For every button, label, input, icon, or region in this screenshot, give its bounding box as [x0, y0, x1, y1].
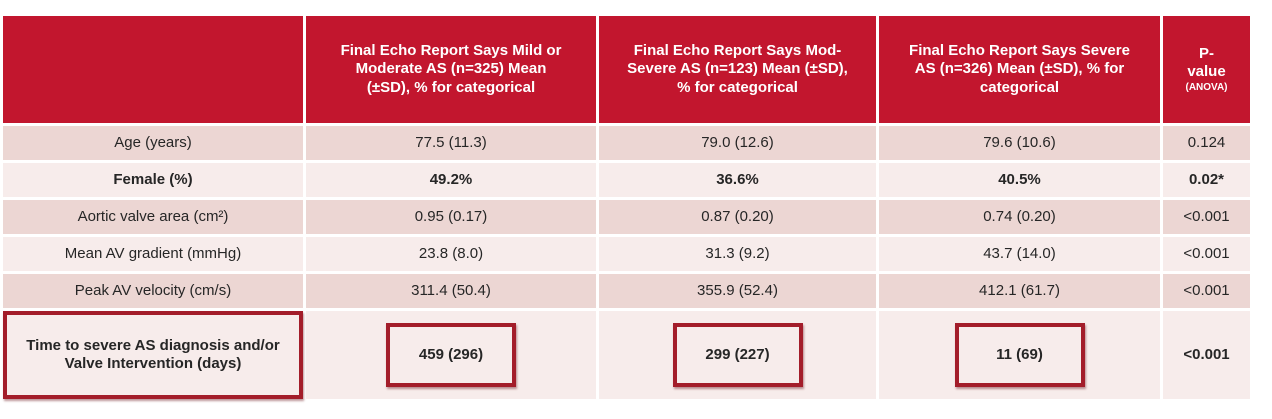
header-corner-cell [3, 16, 303, 123]
row-ava-label: Aortic valve area (cm²) [3, 200, 303, 234]
row-female-label: Female (%) [3, 163, 303, 197]
header-p-value-anova: (ANOVA) [1185, 82, 1228, 94]
row-time-value-severe-cell: 11 (69) [879, 311, 1160, 399]
header-mild-moderate-label: Final Echo Report Says Mild or Moderate … [340, 42, 562, 96]
row-age-value-modsevere: 79.0 (12.6) [599, 126, 876, 160]
as-comparison-table: Final Echo Report Says Mild or Moderate … [3, 16, 1250, 399]
row-gradient-p-value: <0.001 [1163, 237, 1250, 271]
row-time-value-mild-highlight-box: 459 (296) [386, 323, 516, 387]
row-time-value-mild-cell: 459 (296) [306, 311, 596, 399]
row-time-label-highlight-box: Time to severe AS diagnosis and/or Valve… [3, 311, 303, 399]
row-age-label: Age (years) [3, 126, 303, 160]
header-mild-moderate: Final Echo Report Says Mild or Moderate … [306, 16, 596, 123]
row-gradient-label: Mean AV gradient (mmHg) [3, 237, 303, 271]
row-ava-value-modsevere: 0.87 (0.20) [599, 200, 876, 234]
row-female-value-modsevere: 36.6% [599, 163, 876, 197]
header-p-value-label: P-value [1187, 44, 1226, 80]
row-time-value-modsevere-highlight-box: 299 (227) [672, 323, 803, 387]
row-velocity-value-modsevere: 355.9 (52.4) [599, 274, 876, 308]
header-mod-severe-label: Final Echo Report Says Mod-Severe AS (n=… [627, 42, 848, 96]
row-age-value-mild: 77.5 (11.3) [306, 126, 596, 160]
row-ava-value-severe: 0.74 (0.20) [879, 200, 1160, 234]
row-female-p-value: 0.02* [1163, 163, 1250, 197]
row-age-p-value: 0.124 [1163, 126, 1250, 160]
header-mod-severe: Final Echo Report Says Mod-Severe AS (n=… [599, 16, 876, 123]
row-time-value-severe-highlight-box: 11 (69) [954, 323, 1085, 387]
row-time-value-modsevere-cell: 299 (227) [599, 311, 876, 399]
row-time-label-cell: Time to severe AS diagnosis and/or Valve… [3, 311, 303, 399]
header-p-value: P-value (ANOVA) [1163, 16, 1250, 123]
header-severe-label: Final Echo Report Says Severe AS (n=326)… [909, 42, 1130, 96]
row-female-value-mild: 49.2% [306, 163, 596, 197]
row-age-value-severe: 79.6 (10.6) [879, 126, 1160, 160]
header-severe: Final Echo Report Says Severe AS (n=326)… [879, 16, 1160, 123]
row-time-p-value: <0.001 [1163, 311, 1250, 399]
row-ava-value-mild: 0.95 (0.17) [306, 200, 596, 234]
row-gradient-value-severe: 43.7 (14.0) [879, 237, 1160, 271]
row-velocity-label: Peak AV velocity (cm/s) [3, 274, 303, 308]
row-gradient-value-modsevere: 31.3 (9.2) [599, 237, 876, 271]
row-velocity-p-value: <0.001 [1163, 274, 1250, 308]
row-ava-p-value: <0.001 [1163, 200, 1250, 234]
row-female-value-severe: 40.5% [879, 163, 1160, 197]
row-velocity-value-mild: 311.4 (50.4) [306, 274, 596, 308]
row-velocity-value-severe: 412.1 (61.7) [879, 274, 1160, 308]
row-gradient-value-mild: 23.8 (8.0) [306, 237, 596, 271]
